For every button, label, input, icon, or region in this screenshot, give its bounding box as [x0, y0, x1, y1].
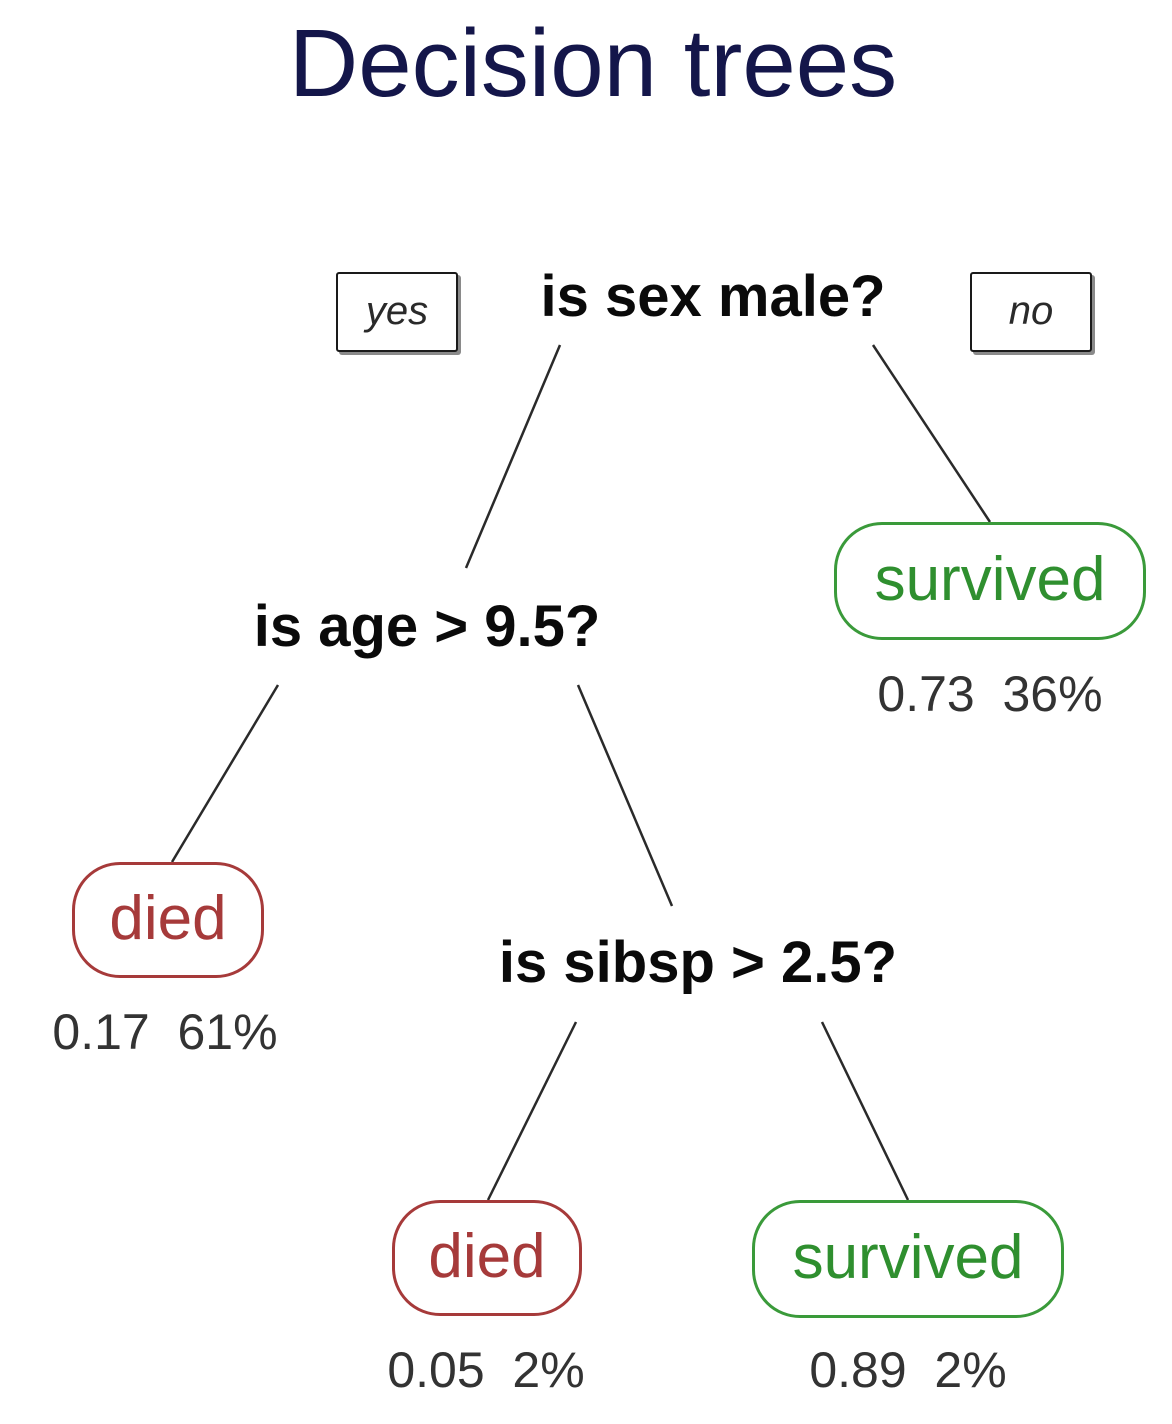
leaf-died-large-family: died [392, 1200, 582, 1316]
leaf-stats-died-large-family: 0.05 2% [387, 1342, 585, 1398]
edge-sibsp-to-died [486, 1021, 578, 1201]
edge-sibsp-to-survived [820, 1021, 910, 1201]
yes-branch-label: yes [336, 272, 458, 352]
age-question: is age > 9.5? [253, 594, 601, 659]
edge-age-to-sibsp [576, 684, 674, 907]
leaf-survived-female: survived [834, 522, 1146, 640]
no-branch-label: no [970, 272, 1092, 352]
root-question: is sex male? [540, 264, 886, 329]
leaf-died-older-male: died [72, 862, 264, 978]
leaf-stats-survived-small-family: 0.89 2% [809, 1342, 1007, 1398]
edge-root-to-age [464, 344, 562, 569]
sibsp-question: is sibsp > 2.5? [498, 930, 898, 995]
edge-age-to-died [170, 684, 280, 863]
edge-root-to-survived [871, 344, 992, 523]
page-title: Decision trees [288, 10, 898, 117]
leaf-stats-died-older-male: 0.17 61% [52, 1004, 278, 1060]
leaf-stats-survived-female: 0.73 36% [877, 666, 1103, 722]
leaf-survived-small-family: survived [752, 1200, 1064, 1318]
